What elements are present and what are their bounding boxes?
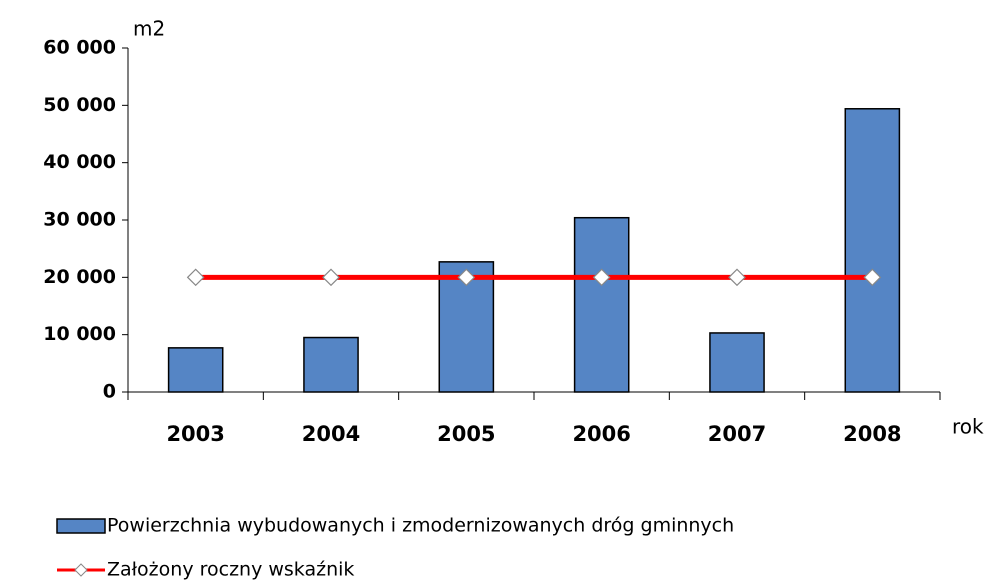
marker: [863, 268, 882, 287]
y-tick-label: 30 000: [43, 209, 116, 231]
legend-marker: [74, 563, 88, 577]
bar: [167, 347, 224, 393]
y-tick-label: 60 000: [43, 37, 116, 59]
x-tick-label: 2007: [708, 422, 766, 446]
y-tick-label: 0: [103, 381, 116, 403]
x-axis-label: rok: [952, 415, 984, 439]
legend-label: Powierzchnia wybudowanych i zmodernizowa…: [107, 515, 734, 537]
marker: [322, 268, 340, 287]
bar: [844, 108, 901, 393]
marker: [186, 268, 205, 287]
x-tick-label: 2005: [437, 422, 495, 446]
y-tick-label: 20 000: [43, 266, 116, 288]
y-tick-label: 50 000: [43, 94, 116, 116]
y-axis-label: m2: [133, 17, 165, 41]
legend-label: Założony roczny wskaźnik: [107, 559, 354, 580]
marker: [728, 268, 746, 287]
bar: [303, 336, 359, 393]
y-tick-label: 40 000: [43, 151, 116, 173]
x-tick-label: 2006: [572, 422, 630, 446]
bar: [573, 216, 630, 393]
marker: [592, 268, 611, 287]
x-tick-label: 2008: [843, 422, 901, 446]
x-tick-label: 2003: [166, 422, 224, 446]
legend-swatch: [56, 518, 106, 534]
bar: [709, 332, 765, 393]
x-tick-label: 2004: [302, 422, 360, 446]
bar: [438, 261, 495, 393]
marker: [457, 268, 476, 287]
y-tick-label: 10 000: [43, 323, 116, 345]
